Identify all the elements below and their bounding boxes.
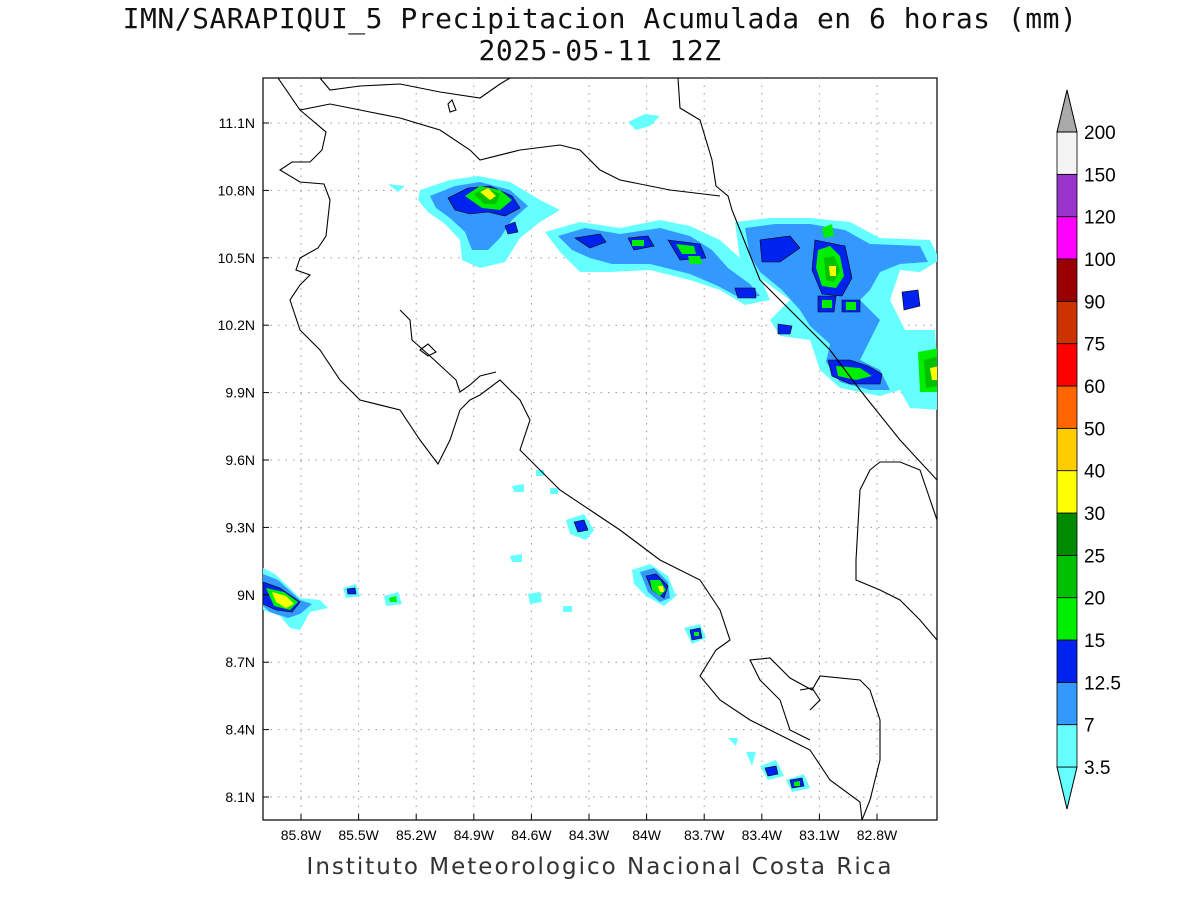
footer-credit: Instituto Meteorologico Nacional Costa R… xyxy=(306,854,894,880)
colorbar-label: 20 xyxy=(1084,589,1105,610)
colorbar-swatch xyxy=(1056,131,1078,175)
x-tick-label: 85.5W xyxy=(338,827,379,843)
rain-band-central xyxy=(545,220,770,305)
nicaragua-border xyxy=(277,78,721,197)
nicaragua-lake-shore xyxy=(319,78,511,99)
y-tick-label: 8.7N xyxy=(225,654,255,670)
x-tick-label: 84W xyxy=(632,827,662,843)
y-tick-label: 11.1N xyxy=(219,115,255,131)
colorbar-label: 150 xyxy=(1084,165,1116,186)
y-tick-label: 8.4N xyxy=(225,722,255,738)
colorbar-swatch xyxy=(1056,427,1078,472)
x-tick-label: 82.8W xyxy=(857,827,898,843)
map-subtitle: 2025-05-11 12Z xyxy=(478,34,722,67)
rain-cluster-north xyxy=(388,176,560,268)
colorbar-label: 100 xyxy=(1084,250,1116,271)
colorbar-label: 75 xyxy=(1084,335,1105,356)
nicoya-gulf-shore xyxy=(399,309,497,393)
rain-small-ne xyxy=(628,114,660,130)
y-tick-label: 10.5N xyxy=(218,250,255,266)
pacific-coast-guanacaste xyxy=(278,109,863,820)
colorbar-swatch xyxy=(1056,639,1078,683)
colorbar-label: 50 xyxy=(1084,419,1105,440)
colorbar-label: 3.5 xyxy=(1084,758,1110,779)
rain-cluster-east xyxy=(735,218,937,410)
colorbar-label: 7 xyxy=(1084,716,1095,737)
precipitation-field xyxy=(263,114,937,792)
x-tick-label: 85.2W xyxy=(396,827,437,843)
colorbar-swatch xyxy=(1056,343,1078,387)
panama-border xyxy=(749,657,881,820)
x-tick-label: 85.8W xyxy=(281,827,322,843)
map-frame xyxy=(262,77,938,821)
x-tick-label: 83.1W xyxy=(799,827,840,843)
y-tick-label: 9.9N xyxy=(225,385,255,401)
y-tick-label: 9.3N xyxy=(225,519,255,535)
colorbar-swatch xyxy=(1056,216,1078,260)
colorbar-label: 40 xyxy=(1084,462,1105,483)
colorbar-label: 25 xyxy=(1084,546,1105,567)
colorbar-swatch xyxy=(1056,554,1078,599)
x-axis-ticks: 85.8W 85.5W 85.2W 84.9W 84.6W 84.3W 84W 83.7W 83… xyxy=(281,814,898,843)
colorbar-label: 120 xyxy=(1084,208,1116,229)
osa-peninsula xyxy=(799,687,821,711)
y-tick-label: 9.6N xyxy=(225,452,255,468)
bocas-coast xyxy=(855,461,937,641)
colorbar-low-arrow xyxy=(1056,766,1078,810)
colorbar-swatch xyxy=(1056,597,1078,641)
y-axis-ticks: 11.1N 10.8N 10.5N 10.2N 9.9N 9.6N 9.3N 9N 8.7N 8.… xyxy=(218,115,269,805)
colorbar-label: 30 xyxy=(1084,504,1105,525)
rain-cells-south xyxy=(263,470,810,792)
x-tick-label: 84.9W xyxy=(454,827,495,843)
caribbean-coast-north xyxy=(677,78,937,481)
colorbar-label: 12.5 xyxy=(1084,673,1121,694)
colorbar-label: 15 xyxy=(1084,631,1105,652)
x-tick-label: 84.3W xyxy=(569,827,610,843)
y-tick-label: 10.8N xyxy=(218,182,255,198)
colorbar: 3.5 7 12.5 15 20 25 30 40 50 60 75 90 100 120 150 200 xyxy=(1056,89,1121,810)
colorbar-label: 60 xyxy=(1084,377,1105,398)
colorbar-swatch xyxy=(1056,470,1078,514)
y-tick-label: 9N xyxy=(237,587,255,603)
x-tick-label: 83.7W xyxy=(684,827,725,843)
lake-island xyxy=(447,99,457,113)
y-tick-label: 8.1N xyxy=(225,789,255,805)
coastlines-borders xyxy=(277,78,937,820)
x-tick-label: 83.4W xyxy=(742,827,783,843)
colorbar-swatch xyxy=(1056,258,1078,302)
colorbar-swatch xyxy=(1056,512,1078,556)
colorbar-high-arrow xyxy=(1056,89,1078,133)
colorbar-swatch xyxy=(1056,385,1078,429)
colorbar-swatch xyxy=(1056,724,1078,768)
gulf-island xyxy=(419,343,437,357)
colorbar-swatch xyxy=(1056,300,1078,345)
y-tick-label: 10.2N xyxy=(218,317,255,333)
colorbar-label: 90 xyxy=(1084,292,1105,313)
map-title: IMN/SARAPIQUI_5 Precipitacion Acumulada … xyxy=(122,2,1078,35)
x-tick-label: 84.6W xyxy=(511,827,552,843)
colorbar-label: 200 xyxy=(1084,123,1116,144)
colorbar-swatch xyxy=(1056,681,1078,726)
colorbar-swatch xyxy=(1056,173,1078,218)
